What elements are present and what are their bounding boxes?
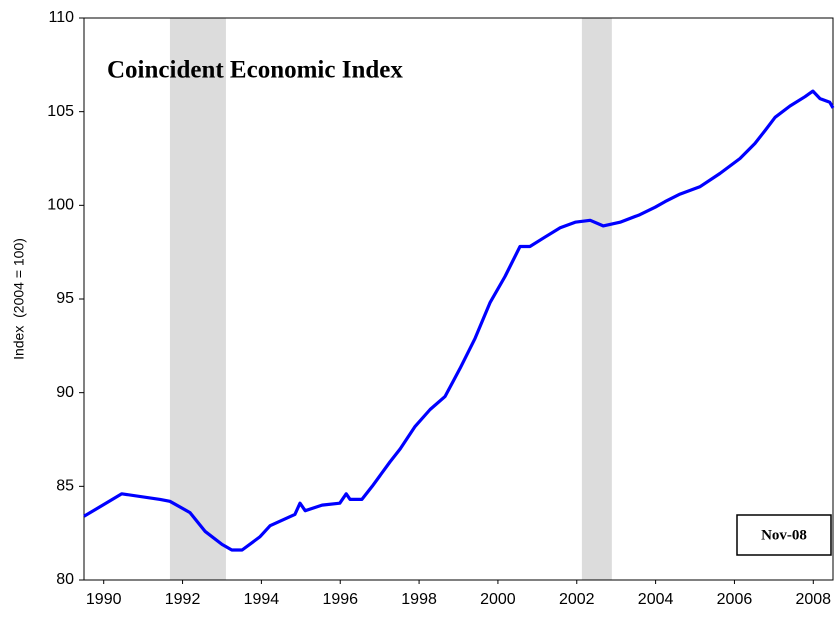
y-tick-label: 85 bbox=[56, 478, 74, 495]
x-tick-label: 2000 bbox=[480, 591, 516, 608]
x-tick-label: 2002 bbox=[559, 591, 595, 608]
y-tick-label: 100 bbox=[47, 197, 74, 214]
x-tick-label: 1996 bbox=[322, 591, 358, 608]
data-line bbox=[83, 89, 835, 552]
x-tick-label: 1994 bbox=[244, 591, 280, 608]
annotation-box bbox=[736, 514, 832, 556]
x-tick-label: 1990 bbox=[86, 591, 122, 608]
x-tick-label: 1998 bbox=[401, 591, 437, 608]
x-tick-label: 2004 bbox=[638, 591, 674, 608]
y-tick-label: 95 bbox=[56, 290, 74, 307]
x-tick-label: 2008 bbox=[795, 591, 831, 608]
y-tick-label: 80 bbox=[56, 571, 74, 588]
chart-title: Coincident Economic Index bbox=[107, 57, 403, 84]
y-tick-label: 90 bbox=[56, 384, 74, 401]
y-axis-title: Index (2004 = 100) bbox=[11, 238, 27, 360]
recession-shade bbox=[581, 18, 612, 580]
y-tick-label: 110 bbox=[48, 9, 74, 26]
y-tick-label: 105 bbox=[47, 103, 74, 120]
x-tick-label: 1992 bbox=[165, 591, 201, 608]
x-tick-label: 2006 bbox=[717, 591, 753, 608]
recession-shade bbox=[169, 18, 226, 580]
annotation: Nov-08 bbox=[761, 527, 807, 543]
